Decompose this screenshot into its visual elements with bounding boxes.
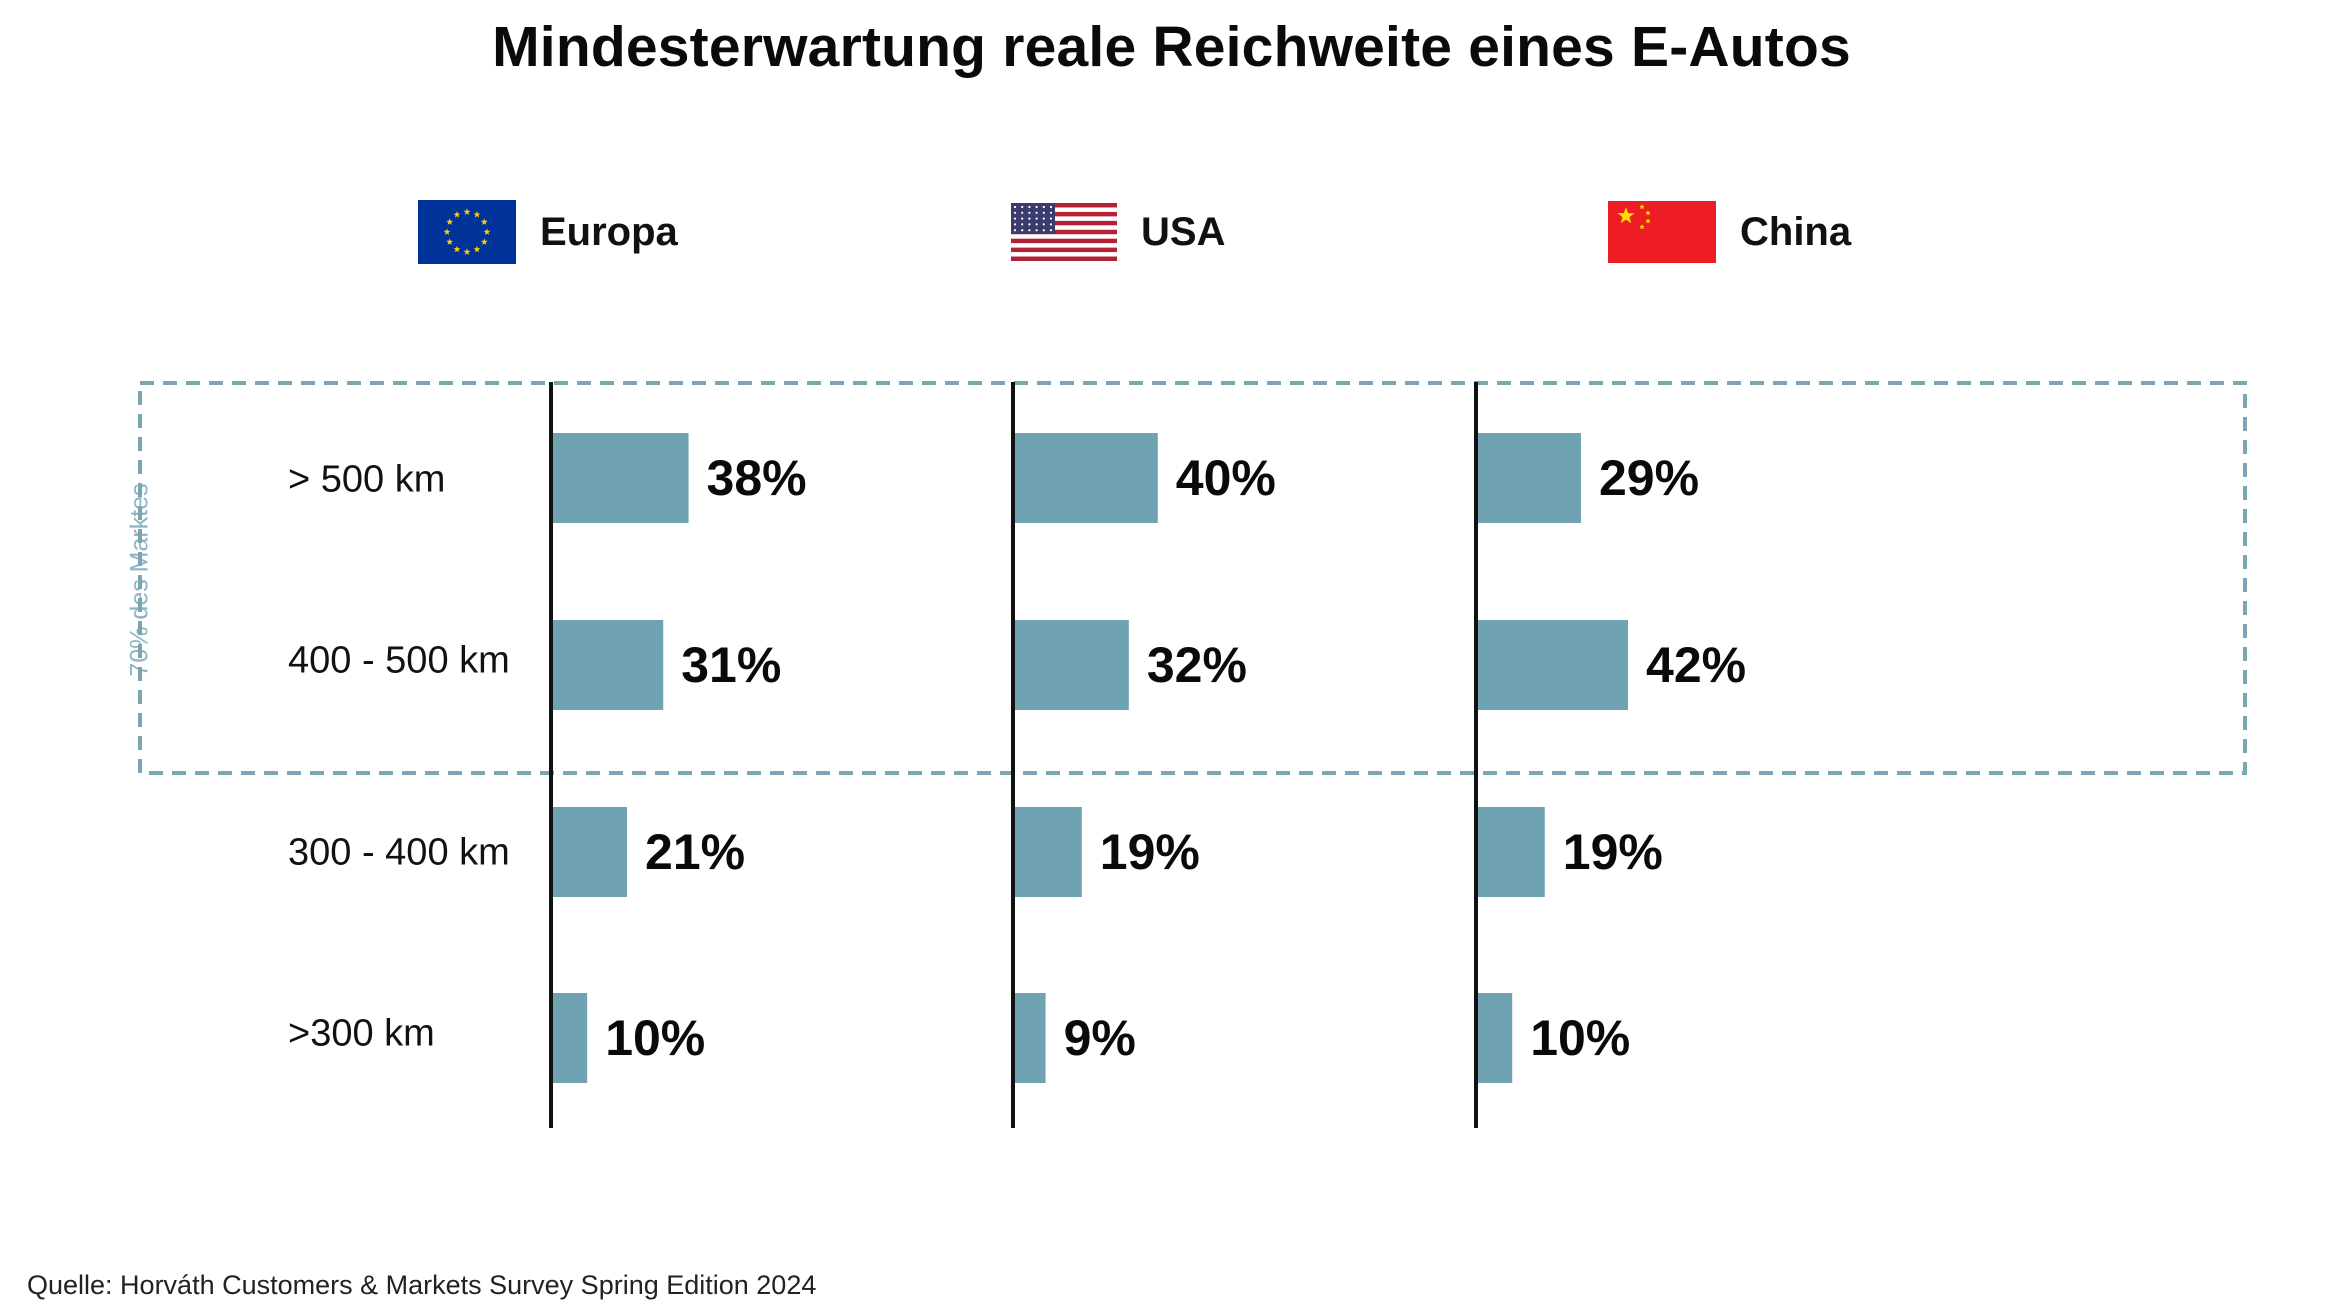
bar-usa-1 <box>1013 620 1129 710</box>
data-label: 32% <box>1147 637 1247 693</box>
bar-china-0 <box>1476 433 1581 523</box>
market-highlight-box <box>138 381 2247 775</box>
legend-item-europa: Europa <box>418 199 678 265</box>
bar-usa-0 <box>1013 433 1158 523</box>
legend-label-usa: USA <box>1141 209 1226 254</box>
bar-europa-1 <box>551 620 664 710</box>
china-flag-icon <box>1608 201 1716 263</box>
legend-label-europa: Europa <box>540 209 678 254</box>
data-label: 10% <box>605 1010 705 1066</box>
bar-usa-2 <box>1013 807 1082 897</box>
eu-flag-icon <box>418 200 516 264</box>
bar-europa-0 <box>551 433 689 523</box>
bar-china-2 <box>1476 807 1545 897</box>
data-label: 42% <box>1646 637 1746 693</box>
bar-usa-3 <box>1013 993 1046 1083</box>
data-label: 29% <box>1599 450 1699 506</box>
data-label: 19% <box>1563 824 1663 880</box>
category-label: 300 - 400 km <box>288 831 510 874</box>
chart-title: Mindesterwartung reale Reichweite eines … <box>492 15 1851 79</box>
category-label: > 500 km <box>288 458 446 501</box>
bar-china-1 <box>1476 620 1629 710</box>
legend-label-china: China <box>1740 209 1852 254</box>
data-label: 31% <box>681 637 781 693</box>
bar-europa-2 <box>551 807 628 897</box>
legend-item-usa: USA <box>1011 199 1225 265</box>
bar-china-3 <box>1476 993 1513 1083</box>
us-flag-icon <box>1011 203 1117 261</box>
bar-europa-3 <box>551 993 588 1083</box>
category-label: 400 - 500 km <box>288 639 510 682</box>
data-label: 38% <box>707 450 807 506</box>
category-label: >300 km <box>288 1012 435 1055</box>
data-label: 19% <box>1100 824 1200 880</box>
legend-item-china: China <box>1608 199 1851 265</box>
source-note: Quelle: Horváth Customers & Markets Surv… <box>27 1270 817 1300</box>
data-label: 40% <box>1176 450 1276 506</box>
data-label: 10% <box>1530 1010 1630 1066</box>
data-label: 21% <box>645 824 745 880</box>
data-label: 9% <box>1064 1010 1136 1066</box>
